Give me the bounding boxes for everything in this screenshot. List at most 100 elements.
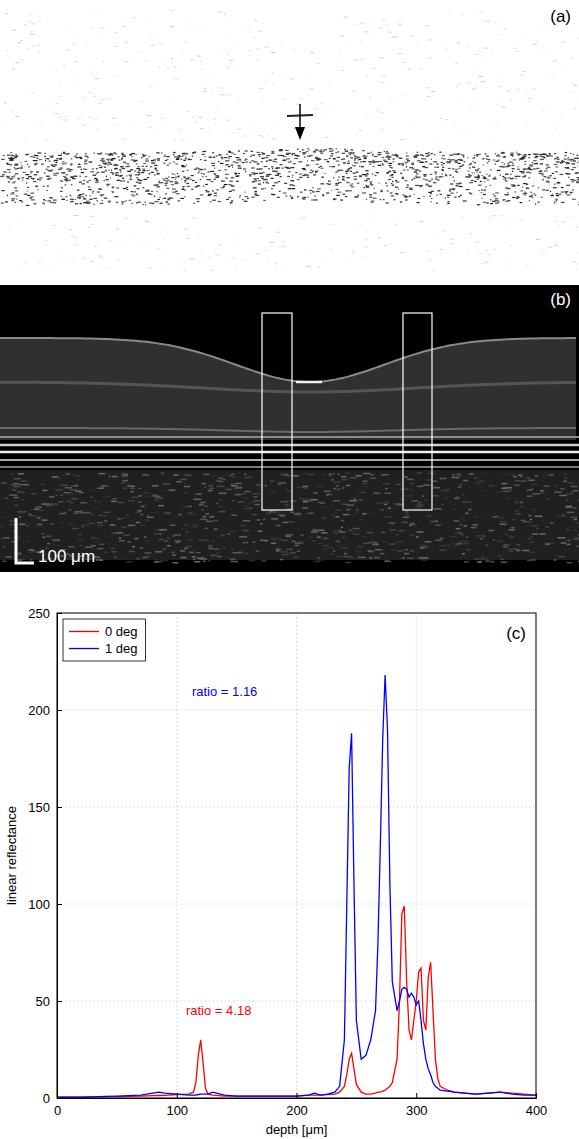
speckle	[104, 167, 106, 168]
speckle	[484, 177, 485, 178]
speckle	[378, 154, 379, 155]
speckle	[357, 195, 359, 196]
speckle	[85, 153, 87, 154]
speckle	[493, 178, 497, 179]
speckle	[86, 181, 88, 182]
speckle	[35, 186, 38, 187]
speckle	[483, 177, 486, 178]
speckle	[269, 257, 270, 258]
speckle	[161, 152, 163, 153]
speckle	[457, 42, 461, 43]
speckle	[36, 186, 37, 187]
speckle	[199, 171, 200, 172]
speckle	[36, 171, 39, 172]
speckle	[208, 194, 212, 195]
speckle	[112, 174, 114, 175]
speckle	[405, 196, 409, 197]
speckle	[24, 194, 28, 195]
speckle	[337, 170, 340, 171]
speckle	[372, 154, 373, 155]
speckle	[227, 95, 232, 96]
speckle	[454, 196, 457, 197]
speckle	[94, 178, 97, 179]
speckle	[556, 200, 557, 201]
speckle	[262, 153, 265, 154]
speckle	[431, 159, 432, 160]
speckle	[299, 177, 302, 178]
speckle	[117, 260, 119, 261]
speckle	[55, 162, 57, 163]
speckle	[317, 267, 320, 268]
speckle	[14, 164, 18, 165]
speckle	[26, 178, 29, 179]
speckle	[554, 184, 555, 185]
speckle	[15, 173, 18, 174]
speckle	[185, 156, 186, 157]
speckle	[88, 92, 93, 93]
speckle	[345, 151, 348, 152]
speckle	[517, 196, 519, 197]
speckle	[304, 174, 307, 175]
speckle	[366, 180, 368, 181]
speckle	[578, 38, 579, 39]
speckle	[131, 153, 135, 154]
speckle	[49, 170, 53, 171]
speckle	[65, 178, 68, 179]
speckle	[159, 203, 162, 204]
speckle	[517, 153, 520, 154]
speckle	[210, 201, 211, 202]
speckle	[278, 181, 281, 182]
speckle	[404, 94, 407, 95]
speckle	[215, 124, 216, 125]
speckle	[194, 169, 197, 170]
speckle	[314, 195, 315, 196]
speckle	[370, 97, 372, 98]
speckle	[107, 164, 109, 165]
speckle	[438, 190, 441, 191]
speckle	[66, 168, 70, 169]
speckle	[134, 191, 136, 192]
speckle	[447, 201, 449, 202]
speckle	[554, 164, 557, 165]
speckle	[155, 168, 158, 169]
speckle	[571, 163, 575, 164]
speckle	[325, 137, 329, 138]
speckle	[102, 61, 104, 62]
speckle	[166, 156, 169, 157]
speckle	[505, 201, 508, 202]
speckle	[47, 140, 49, 141]
speckle	[454, 160, 457, 161]
speckle	[3, 155, 5, 156]
speckle	[348, 190, 352, 191]
speckle	[162, 63, 164, 64]
speckle	[146, 166, 148, 167]
speckle	[271, 153, 274, 154]
speckle	[482, 263, 487, 264]
speckle	[483, 164, 484, 165]
speckle	[437, 179, 439, 180]
speckle	[416, 155, 419, 156]
speckle	[448, 168, 451, 169]
speckle	[66, 174, 68, 175]
speckle	[21, 165, 22, 166]
speckle	[404, 162, 408, 163]
speckle	[519, 176, 521, 177]
speckle	[215, 177, 218, 178]
speckle	[48, 170, 52, 171]
speckle	[285, 150, 288, 151]
speckle	[7, 50, 9, 51]
speckle	[383, 19, 386, 20]
speckle	[322, 195, 324, 196]
speckle	[516, 197, 517, 198]
speckle	[557, 225, 560, 226]
speckle	[85, 160, 88, 161]
speckle	[447, 159, 450, 160]
speckle	[342, 159, 345, 160]
speckle	[501, 162, 503, 163]
speckle	[246, 161, 248, 162]
speckle	[458, 168, 460, 169]
speckle	[425, 161, 428, 162]
speckle	[177, 176, 179, 177]
speckle	[566, 185, 570, 186]
speckle	[510, 174, 512, 175]
